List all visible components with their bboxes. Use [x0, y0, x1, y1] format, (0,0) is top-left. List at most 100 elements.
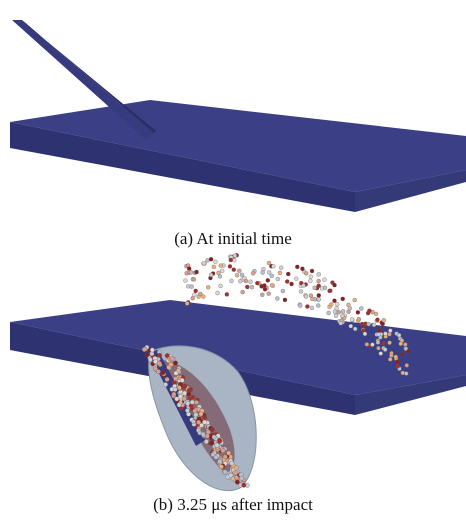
particle — [313, 286, 317, 290]
particle — [399, 342, 403, 346]
particle — [232, 268, 236, 272]
particle — [405, 363, 409, 367]
particle — [260, 284, 264, 288]
particle — [400, 353, 404, 357]
particle — [245, 285, 249, 289]
particle — [263, 287, 267, 291]
particle — [302, 284, 306, 288]
particle — [230, 461, 234, 465]
particle — [206, 285, 210, 289]
particle — [357, 317, 361, 321]
particle — [142, 347, 146, 351]
particle — [333, 283, 337, 287]
particle — [377, 328, 381, 332]
particle — [223, 470, 227, 474]
particle — [348, 306, 352, 310]
particle — [248, 280, 252, 284]
particle — [317, 297, 321, 301]
particle — [194, 400, 198, 404]
particle — [339, 321, 343, 325]
particle — [219, 284, 223, 288]
particle — [209, 257, 213, 261]
particle — [401, 371, 405, 375]
particle — [192, 277, 196, 281]
particle — [367, 309, 371, 313]
particle — [223, 455, 227, 459]
particle — [261, 271, 265, 275]
particle — [359, 306, 363, 310]
particle — [225, 292, 229, 296]
particle — [199, 412, 203, 416]
particle — [300, 267, 304, 271]
particle — [396, 364, 400, 368]
particle — [350, 318, 354, 322]
particle — [173, 387, 177, 391]
particle — [407, 349, 411, 353]
particle — [317, 279, 321, 283]
particle — [173, 376, 177, 380]
particle — [379, 351, 383, 355]
particle — [234, 476, 238, 480]
particle — [228, 264, 232, 268]
particle — [237, 269, 241, 273]
panel-a: (a) At initial time — [10, 20, 466, 248]
particle — [353, 298, 357, 302]
particle — [381, 322, 385, 326]
particle — [267, 292, 271, 296]
particle — [209, 273, 213, 277]
particle — [372, 323, 376, 327]
caption: (a) At initial time — [174, 229, 292, 248]
particle — [271, 264, 275, 268]
particle — [341, 297, 345, 301]
particle — [382, 318, 386, 322]
particle — [244, 279, 248, 283]
particle — [163, 382, 167, 386]
particle — [177, 386, 181, 390]
particle — [363, 332, 367, 336]
particle — [229, 258, 233, 262]
particle — [215, 443, 219, 447]
panel-b: (b) 3.25 μs after impact — [10, 253, 466, 514]
particle — [220, 269, 224, 273]
particle — [255, 281, 259, 285]
particle — [195, 270, 199, 274]
particle — [298, 304, 302, 308]
particle — [396, 360, 400, 364]
particle — [229, 279, 233, 283]
particle — [267, 270, 271, 274]
particle — [299, 289, 303, 293]
particle — [388, 341, 392, 345]
particle — [221, 448, 225, 452]
particle — [388, 332, 392, 336]
particle — [174, 371, 178, 375]
particle — [317, 272, 321, 276]
particle — [337, 310, 341, 314]
particle — [329, 302, 333, 306]
particle — [210, 428, 214, 432]
particle — [201, 295, 205, 299]
particle — [377, 332, 381, 336]
particle — [183, 279, 187, 283]
particle — [250, 285, 254, 289]
particle — [367, 322, 371, 326]
particle — [212, 265, 216, 269]
particle — [309, 275, 313, 279]
particle — [183, 391, 187, 395]
particle — [279, 266, 283, 270]
particle — [322, 278, 326, 282]
particle — [335, 302, 339, 306]
particle — [270, 283, 274, 287]
particle — [304, 271, 308, 275]
particle — [150, 348, 154, 352]
particle — [294, 277, 298, 281]
particle — [327, 311, 331, 315]
particle — [316, 304, 320, 308]
particle — [206, 430, 210, 434]
particle — [188, 387, 192, 391]
particle — [285, 280, 289, 284]
particle — [239, 473, 243, 477]
particle — [185, 301, 189, 305]
particle — [375, 318, 379, 322]
particle — [204, 439, 208, 443]
particle — [158, 353, 162, 357]
